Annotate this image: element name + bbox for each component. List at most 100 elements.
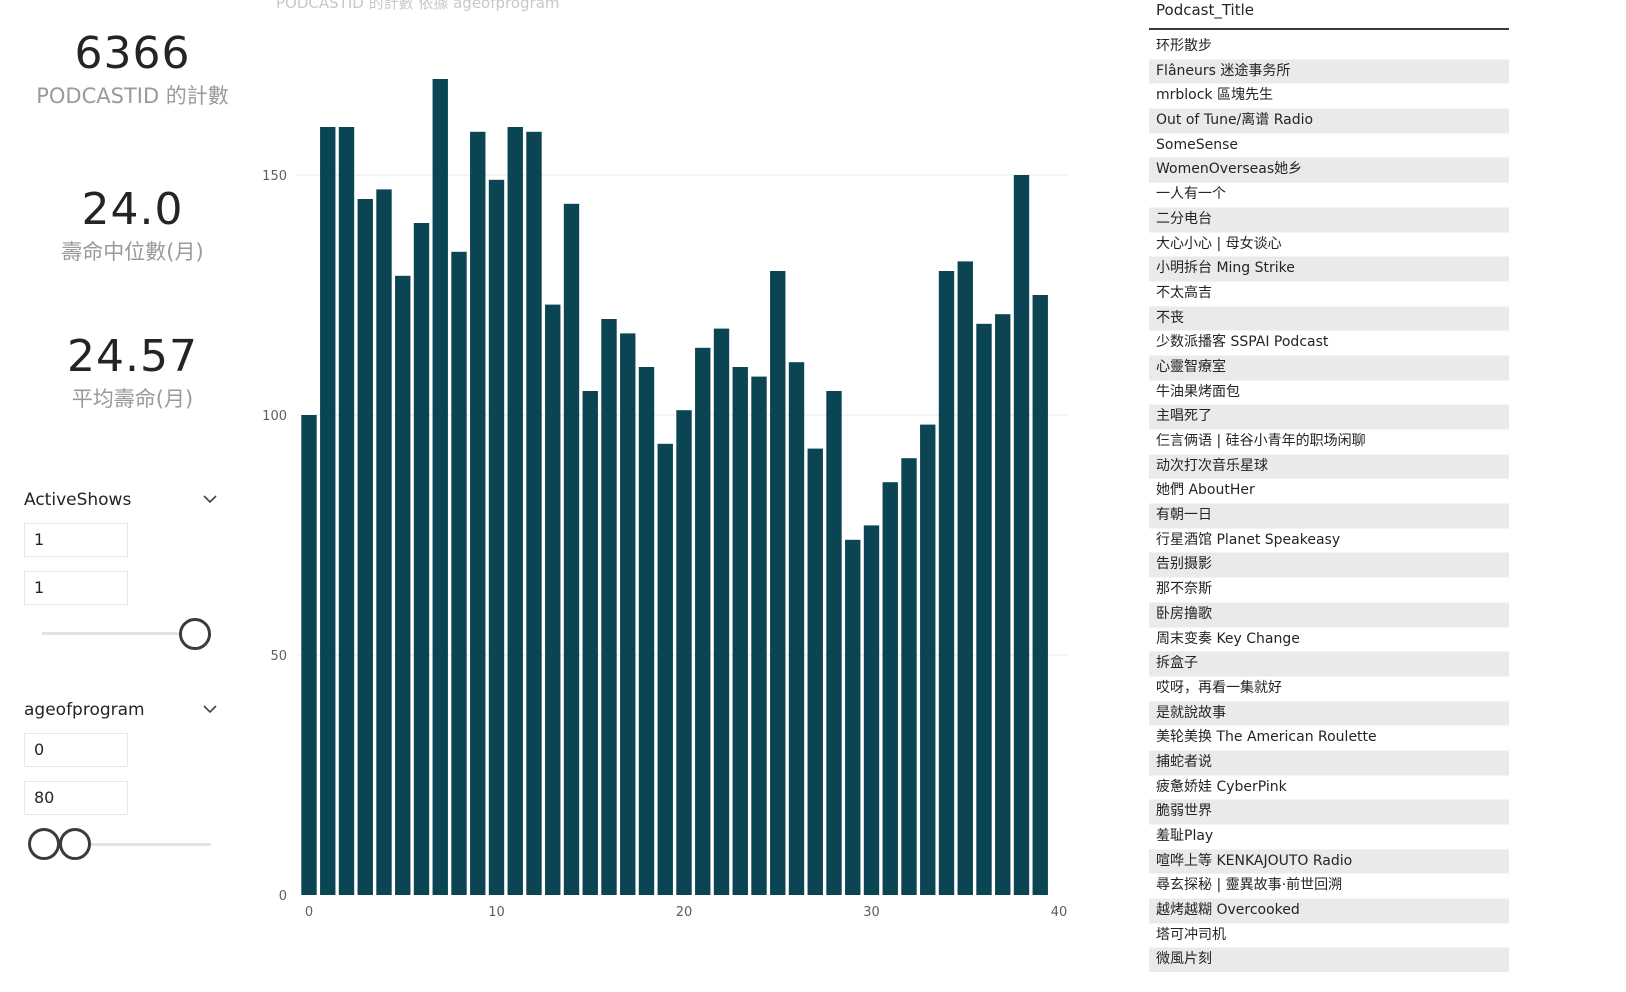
table-row[interactable]: 一人有一个	[1149, 183, 1509, 208]
bar[interactable]	[920, 424, 936, 895]
bar[interactable]	[488, 179, 505, 896]
bar[interactable]	[395, 275, 411, 895]
kpi-card-average-lifespan: 24.57 平均壽命(月)	[0, 333, 265, 413]
table-row[interactable]: 少数派播客 SSPAI Podcast	[1149, 331, 1509, 356]
table-row[interactable]: 有朝一日	[1149, 504, 1509, 529]
bar[interactable]	[620, 333, 636, 895]
table-row[interactable]: 动次打次音乐星球	[1149, 454, 1509, 480]
bar[interactable]	[826, 391, 842, 895]
table-body[interactable]: 环形散步 Flâneurs 迷途事务所 mrblock 區塊先生 Out of Tun…	[1149, 35, 1509, 972]
bar[interactable]	[545, 304, 561, 896]
bar[interactable]	[751, 376, 767, 896]
bar[interactable]	[657, 443, 673, 895]
bar[interactable]	[470, 131, 486, 896]
bar[interactable]	[563, 203, 580, 896]
table-row[interactable]: 心靈智療室	[1149, 355, 1509, 381]
bar[interactable]	[882, 482, 898, 895]
table-row[interactable]: Flâneurs 迷途事务所	[1149, 59, 1509, 85]
bar[interactable]	[770, 271, 786, 895]
table-row[interactable]: 是就說故事	[1149, 701, 1509, 727]
bar[interactable]	[638, 367, 655, 895]
bar[interactable]	[732, 367, 748, 895]
chevron-down-icon[interactable]	[199, 698, 221, 720]
bar[interactable]	[695, 347, 711, 895]
table-row[interactable]: 喧哗上等 KENKAJOUTO Radio	[1149, 849, 1509, 875]
bar[interactable]	[788, 362, 805, 895]
table-row[interactable]: 疲惫娇娃 CyberPink	[1149, 776, 1509, 801]
y-tick-label: 150	[262, 169, 287, 184]
x-tick-label: 0	[305, 905, 313, 920]
bar-chart: 0 50 100 150 0 10 20 30 40	[262, 79, 1067, 920]
table-row[interactable]: 塔可冲司机	[1149, 924, 1509, 949]
table-row[interactable]: 主唱死了	[1149, 405, 1509, 430]
table-header[interactable]: Podcast_Title	[1149, 0, 1509, 30]
slider-track[interactable]	[36, 843, 211, 846]
table-row[interactable]: mrblock 區塊先生	[1149, 84, 1509, 110]
bar[interactable]	[507, 127, 523, 895]
table-row[interactable]: 微風片刻	[1149, 948, 1509, 972]
bar[interactable]	[301, 415, 317, 895]
table-row[interactable]: 大心小心 | 母女谈心	[1149, 233, 1509, 258]
bar[interactable]	[676, 410, 692, 895]
table-row[interactable]: 羞耻Play	[1149, 825, 1509, 850]
bar[interactable]	[413, 223, 430, 895]
table-row[interactable]: 尋玄探秘 | 靈異故事·前世回溯	[1149, 874, 1509, 900]
bar[interactable]	[995, 314, 1011, 895]
bar[interactable]	[526, 131, 542, 896]
slider-handle-min[interactable]	[28, 828, 60, 860]
bar[interactable]	[976, 323, 992, 895]
bar[interactable]	[957, 261, 973, 895]
bar[interactable]	[713, 328, 730, 896]
table-row[interactable]: WomenOverseas她乡	[1149, 158, 1509, 184]
table-row[interactable]: 不太高吉	[1149, 282, 1509, 307]
bar[interactable]	[376, 189, 392, 895]
table-row[interactable]: 哎呀，再看一集就好	[1149, 677, 1509, 702]
table-row[interactable]: SomeSense	[1149, 134, 1509, 159]
bar[interactable]	[582, 391, 598, 895]
range-max-input[interactable]	[24, 571, 128, 605]
bar[interactable]	[863, 525, 880, 895]
bar[interactable]	[901, 458, 917, 895]
x-tick-label: 10	[488, 905, 505, 920]
table-row[interactable]: 牛油果烤面包	[1149, 381, 1509, 406]
chevron-down-icon[interactable]	[199, 488, 221, 510]
bar[interactable]	[1013, 175, 1030, 895]
range-min-input[interactable]	[24, 523, 128, 557]
bar[interactable]	[451, 251, 467, 896]
kpi-label: 平均壽命(月)	[71, 387, 194, 411]
table-row[interactable]: 二分电台	[1149, 207, 1509, 233]
table-row[interactable]: 仨言俩语 | 硅谷小青年的职场闲聊	[1149, 430, 1509, 455]
bar[interactable]	[357, 199, 373, 895]
table-row[interactable]: 拆盒子	[1149, 652, 1509, 677]
table-row[interactable]: 小明拆台 Ming Strike	[1149, 257, 1509, 282]
x-tick-label: 30	[863, 905, 880, 920]
axis-ticks: 0 50 100 150 0 10 20 30 40	[262, 169, 1067, 920]
table-row[interactable]: 周末变奏 Key Change	[1149, 628, 1509, 653]
bar[interactable]	[938, 271, 955, 895]
table-row[interactable]: 那不奈斯	[1149, 578, 1509, 603]
range-min-input[interactable]	[24, 733, 128, 767]
bar[interactable]	[320, 127, 336, 895]
slider-track[interactable]	[42, 632, 198, 635]
table-row[interactable]: 脆弱世界	[1149, 800, 1509, 825]
bar[interactable]	[845, 539, 861, 895]
table-row[interactable]: 行星酒馆 Planet Speakeasy	[1149, 529, 1509, 554]
table-row[interactable]: 卧房撸歌	[1149, 602, 1509, 628]
bar[interactable]	[807, 448, 823, 895]
table-row[interactable]: 美轮美换 The American Roulette	[1149, 726, 1509, 751]
range-max-input[interactable]	[24, 781, 128, 815]
slider-handle[interactable]	[179, 618, 211, 650]
table-row[interactable]: Out of Tune/离谱 Radio	[1149, 109, 1509, 134]
bar[interactable]	[432, 79, 448, 895]
bar[interactable]	[338, 127, 355, 895]
bar[interactable]	[1032, 295, 1048, 895]
slider-handle-max[interactable]	[59, 828, 91, 860]
table-row[interactable]: 告别摄影	[1149, 553, 1509, 579]
table-row[interactable]: 越烤越糊 Overcooked	[1149, 899, 1509, 924]
bar[interactable]	[601, 319, 617, 895]
table-row[interactable]: 不丧	[1149, 306, 1509, 332]
kpi-label: 壽命中位數(月)	[61, 240, 204, 264]
table-row[interactable]: 环形散步	[1149, 35, 1509, 60]
table-row[interactable]: 她們 AboutHer	[1149, 479, 1509, 505]
table-row[interactable]: 捕蛇者说	[1149, 750, 1509, 776]
